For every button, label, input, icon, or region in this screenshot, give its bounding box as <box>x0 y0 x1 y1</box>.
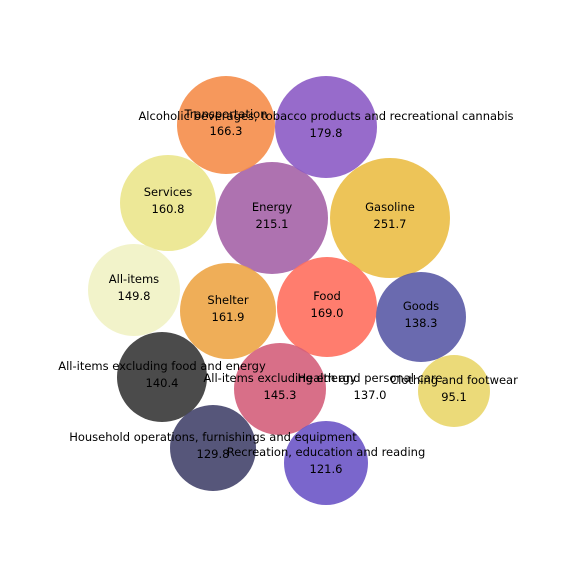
bubble-value-all-items-excluding-food-and-energy: 140.4 <box>146 376 179 390</box>
bubble-gasoline <box>330 158 450 278</box>
bubble-recreation-education-and-reading <box>284 421 368 505</box>
bubble-label-goods: Goods <box>403 299 439 313</box>
bubble-label-shelter: Shelter <box>207 293 248 307</box>
bubble-value-goods: 138.3 <box>405 316 438 330</box>
bubble-value-shelter: 161.9 <box>212 310 245 324</box>
bubble-label-transportation: Transportation <box>183 107 267 121</box>
bubble-value-services: 160.8 <box>152 202 185 216</box>
bubble-all-items-excluding-food-and-energy <box>117 332 207 422</box>
bubble-food <box>277 257 377 357</box>
bubble-label-all-items: All-items <box>109 272 159 286</box>
bubble-label-health-and-personal-care: Health and personal care <box>298 371 443 385</box>
bubble-label-household-operations-furnishings-and-equipment: Household operations, furnishings and eq… <box>69 430 357 444</box>
bubble-value-alcoholic-beverages-tobacco-products-and-recreational-cannabis: 179.8 <box>310 126 343 140</box>
bubble-all-items-excluding-energy <box>234 343 326 435</box>
bubble-label-clothing-and-footwear: Clothing and footwear <box>390 373 518 387</box>
bubble-all-items <box>88 244 180 336</box>
bubble-label-alcoholic-beverages-tobacco-products-and-recreational-cannabis: Alcoholic beverages, tobacco products an… <box>138 109 513 123</box>
bubble-label-all-items-excluding-energy: All-items excluding energy <box>203 371 356 385</box>
bubble-value-recreation-education-and-reading: 121.6 <box>310 462 343 476</box>
bubble-value-health-and-personal-care: 137.0 <box>354 388 387 402</box>
bubble-value-clothing-and-footwear: 95.1 <box>441 390 467 404</box>
bubble-label-all-items-excluding-food-and-energy: All-items excluding food and energy <box>58 359 266 373</box>
bubble-value-energy: 215.1 <box>256 217 289 231</box>
bubble-energy <box>216 162 328 274</box>
bubble-transportation <box>177 76 275 174</box>
bubble-label-energy: Energy <box>252 200 292 214</box>
bubble-shelter <box>180 263 276 359</box>
bubble-household-operations-furnishings-and-equipment <box>170 405 256 491</box>
bubble-value-food: 169.0 <box>311 306 344 320</box>
bubble-label-recreation-education-and-reading: Recreation, education and reading <box>227 445 426 459</box>
bubble-label-gasoline: Gasoline <box>365 200 415 214</box>
bubble-goods <box>376 272 466 362</box>
bubble-value-household-operations-furnishings-and-equipment: 129.8 <box>197 447 230 461</box>
bubble-clothing-and-footwear <box>418 355 490 427</box>
bubble-value-all-items: 149.8 <box>118 289 151 303</box>
bubble-value-transportation: 166.3 <box>210 124 243 138</box>
bubble-value-gasoline: 251.7 <box>374 217 407 231</box>
bubble-label-services: Services <box>144 185 193 199</box>
bubble-value-all-items-excluding-energy: 145.3 <box>264 388 297 402</box>
bubble-label-food: Food <box>313 289 341 303</box>
bubble-services <box>120 155 216 251</box>
labels-layer: Gasoline 251.7 Energy 215.1 Alcoholic bevera… <box>58 107 518 476</box>
bubbles-layer <box>88 76 490 505</box>
bubble-alcoholic-beverages-tobacco-products-and-recreational-cannabis <box>275 76 377 178</box>
